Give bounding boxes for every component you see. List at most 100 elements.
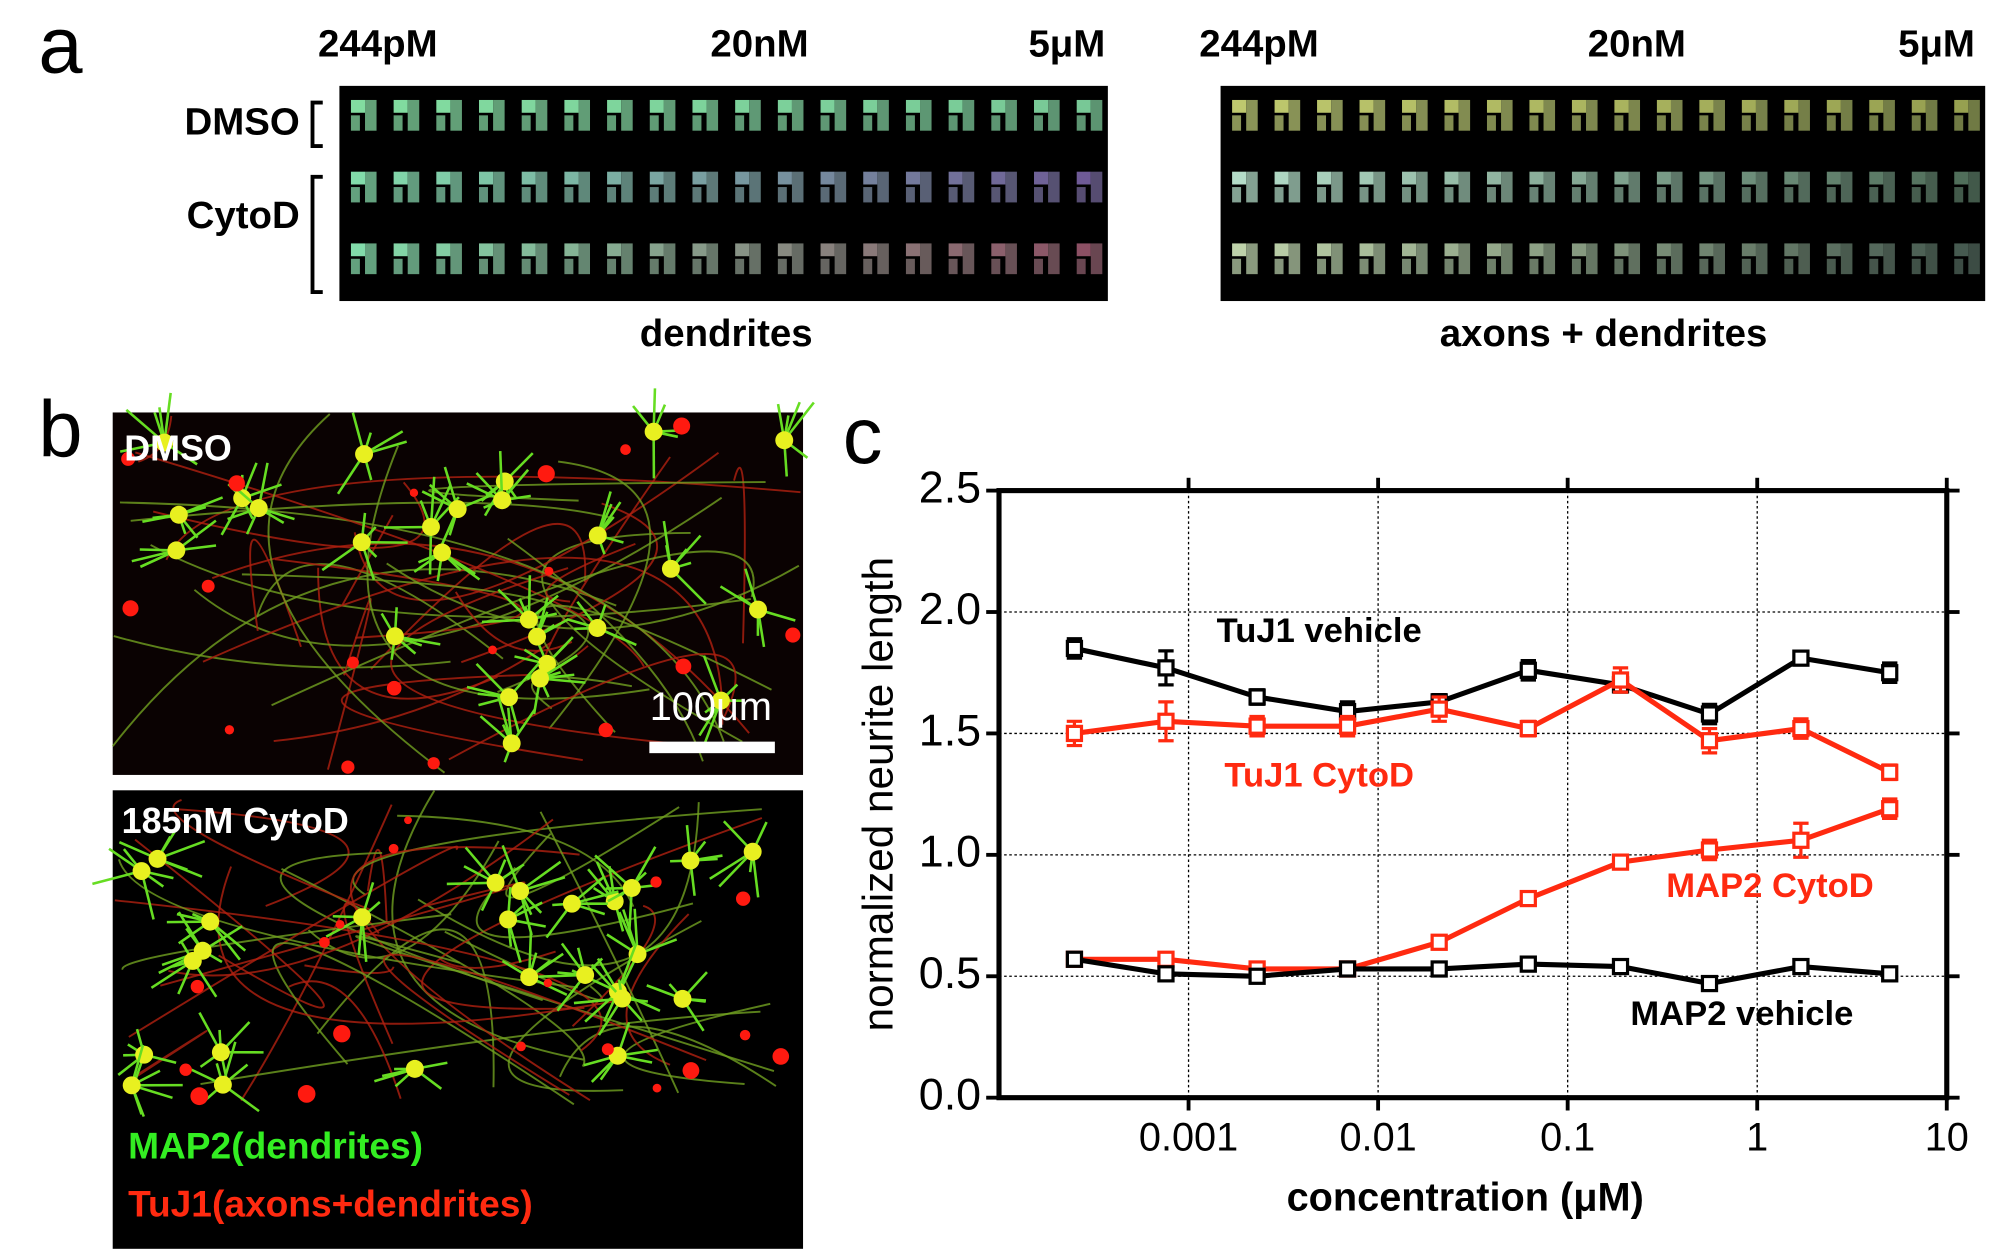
tile — [1501, 243, 1513, 275]
tile — [479, 258, 488, 275]
soma — [353, 908, 372, 927]
marker — [1157, 950, 1175, 968]
tile — [692, 187, 702, 203]
marker — [1881, 763, 1899, 781]
tile — [948, 115, 958, 131]
tile — [1656, 187, 1666, 203]
debris — [682, 1062, 700, 1079]
tile — [1741, 171, 1756, 185]
soma — [519, 610, 538, 629]
soma — [528, 627, 547, 646]
tile — [1571, 187, 1581, 203]
tile — [436, 258, 446, 275]
tile — [735, 115, 745, 131]
tile — [905, 99, 921, 113]
tile — [1444, 115, 1454, 131]
image-label: 185nM CytoD — [122, 801, 349, 841]
marker — [1338, 717, 1357, 735]
tile — [1784, 99, 1799, 113]
tile — [607, 171, 622, 185]
debris — [488, 645, 497, 655]
tile-strip — [1220, 85, 1986, 302]
debris — [772, 1048, 790, 1065]
soma — [520, 968, 539, 987]
soma — [433, 543, 452, 562]
panel-label: a — [38, 0, 83, 89]
soma — [562, 894, 581, 913]
tile — [1911, 99, 1926, 113]
neurite — [288, 980, 402, 1100]
tile — [948, 99, 963, 113]
soma — [511, 882, 530, 900]
tile — [521, 187, 531, 203]
tile — [1359, 258, 1369, 275]
neurite — [114, 899, 603, 1052]
tile — [1317, 243, 1332, 257]
soma — [588, 526, 607, 545]
marker — [1611, 671, 1630, 689]
tile — [393, 187, 403, 203]
tile — [1826, 187, 1836, 203]
tile — [436, 187, 446, 203]
soma — [211, 1043, 230, 1062]
tile — [649, 99, 664, 113]
soma — [448, 500, 467, 518]
tile — [1586, 171, 1598, 203]
tile — [1954, 171, 1969, 185]
neurite — [625, 913, 690, 1066]
tile — [863, 115, 873, 131]
tile — [1911, 243, 1926, 257]
tile — [1034, 187, 1043, 203]
tile — [1699, 171, 1714, 185]
tile — [863, 187, 873, 203]
tile — [1048, 243, 1060, 275]
tile — [1048, 171, 1060, 203]
tile — [735, 187, 745, 203]
bracket — [310, 100, 323, 294]
tile — [1741, 243, 1756, 257]
series-line — [1073, 645, 1891, 717]
tile — [649, 258, 659, 275]
tile — [1076, 258, 1086, 275]
tile — [706, 171, 719, 203]
tile — [1076, 187, 1086, 203]
debris — [785, 627, 801, 643]
tile — [521, 258, 531, 275]
neurite — [539, 811, 680, 1094]
marker — [1248, 967, 1266, 985]
tile — [863, 258, 873, 275]
marker — [1700, 732, 1719, 750]
tile — [777, 243, 792, 257]
x-tick-label: 1 — [1746, 1115, 1768, 1159]
tile — [1543, 171, 1556, 203]
tile — [1741, 99, 1756, 113]
tile — [920, 99, 932, 131]
tile — [1486, 99, 1502, 113]
tile — [905, 187, 915, 203]
tile — [479, 115, 488, 131]
tile — [365, 171, 377, 203]
tile — [948, 171, 963, 185]
tile — [692, 258, 702, 275]
soma — [531, 669, 549, 688]
conc-header: 244pM — [318, 22, 438, 65]
debris — [673, 417, 691, 435]
tile — [920, 243, 932, 275]
tile — [1656, 99, 1671, 113]
marker — [1248, 717, 1266, 735]
tile — [1076, 171, 1091, 185]
soma — [749, 600, 767, 619]
tile — [1232, 258, 1242, 275]
tile — [350, 243, 366, 257]
tile — [493, 99, 505, 131]
tile — [1699, 99, 1714, 113]
tile — [1614, 171, 1629, 185]
tile — [991, 187, 1001, 203]
tile — [1784, 258, 1794, 275]
tile — [834, 243, 847, 275]
tile — [777, 171, 792, 185]
tile — [1699, 258, 1709, 275]
tile — [1670, 243, 1683, 275]
debris — [650, 876, 662, 888]
tile — [1402, 243, 1417, 257]
